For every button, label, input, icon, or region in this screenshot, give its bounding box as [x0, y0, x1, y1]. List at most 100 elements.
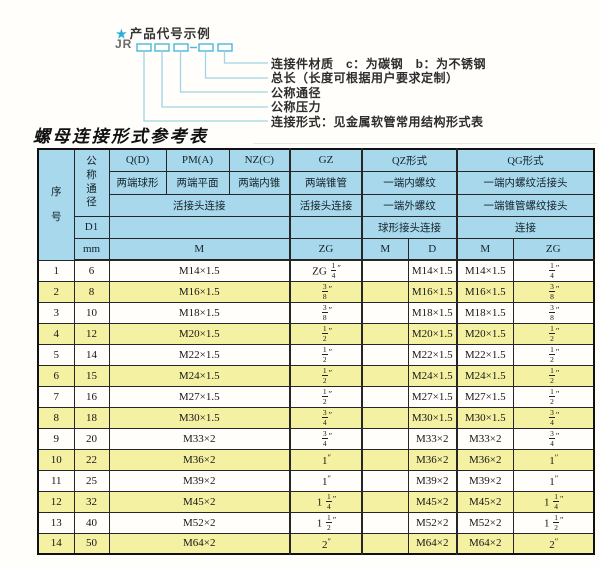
cell-qz-d: M18×1.5 [407, 301, 458, 324]
cell-qg-zg: 3 8 ″ [512, 301, 595, 324]
header-qg-desc2: 一端锥管螺纹接头 [456, 193, 595, 217]
header-zg1: ZG [289, 237, 363, 261]
cell-seq: 7 [37, 385, 75, 408]
cell-seq: 1 [37, 259, 75, 282]
cell-seq: 6 [37, 364, 75, 387]
cell-gz: 3 4 ″ [289, 427, 363, 450]
diagram-label-conn-form: 连接形式：见金属软管常用结构形式表 [271, 115, 484, 129]
cell-qz-d: M30×1.5 [407, 406, 458, 429]
cell-seq: 9 [37, 427, 75, 450]
cell-gz: 3 8 ″ [289, 280, 363, 303]
product-code-prefix: JR [115, 37, 133, 51]
diagram-label-pressure: 公称压力 [271, 100, 322, 114]
cell-m: M14×1.5 [108, 259, 291, 282]
table-row: 14 50 M64×2 2″ M64×2 M64×2 2″ [37, 532, 595, 555]
cell-gz: 1 2 ″ [289, 385, 363, 408]
reference-table: 序号 公称通径 Q(D) PM(A) NZ(C) GZ QZ形式 QG形式 两端… [37, 148, 596, 555]
header-qg: QG形式 [456, 148, 595, 172]
cell-qg-zg: 1″ [512, 448, 595, 471]
diagram-label-length: 总长（长度可根据用户要求定制） [271, 71, 459, 85]
cell-gz: ZG 1 4 ″ [289, 259, 363, 282]
cell-qz-d: M33×2 [407, 427, 458, 450]
cell-seq: 12 [37, 490, 75, 513]
cell-qz-d: M20×1.5 [407, 322, 458, 345]
cell-qz-d: M64×2 [407, 532, 458, 555]
cell-qz-d: M14×1.5 [407, 259, 458, 282]
cell-qz-m [361, 427, 409, 450]
cell-qg-m: M16×1.5 [456, 280, 514, 303]
cell-qg-m: M39×2 [456, 469, 514, 492]
cell-qg-m: M52×2 [456, 511, 514, 534]
cell-m: M45×2 [108, 490, 291, 513]
cell-qz-d: M52×2 [407, 511, 458, 534]
cell-dn: 22 [73, 448, 110, 471]
cell-qz-m [361, 406, 409, 429]
table-row: 1 6 M14×1.5 ZG 1 4 ″ M14×1.5 M14×1.5 1 4 ″ [37, 259, 595, 282]
header-gz: GZ [289, 148, 363, 172]
cell-qz-d: M27×1.5 [407, 385, 458, 408]
cell-seq: 13 [37, 511, 75, 534]
header-gz-conn: 活接头连接 [289, 193, 363, 217]
header-pm-desc: 两端平面 [165, 170, 230, 195]
code-box [173, 43, 189, 52]
cell-qg-m: M36×2 [456, 448, 514, 471]
cell-dn: 6 [73, 259, 110, 282]
header-blank-gz [289, 215, 363, 239]
cell-qz-m [361, 364, 409, 387]
table-row: 8 18 M30×1.5 3 4 ″ M30×1.5 M30×1.5 3 4 ″ [37, 406, 595, 429]
cell-qz-d: M39×2 [407, 469, 458, 492]
cell-dn: 16 [73, 385, 110, 408]
cell-seq: 2 [37, 280, 75, 303]
cell-qg-zg: 2″ [512, 532, 595, 555]
cell-gz: 1 2 ″ [289, 322, 363, 345]
cell-seq: 8 [37, 406, 75, 429]
table-row: 4 12 M20×1.5 1 2 ″ M20×1.5 M20×1.5 1 2 ″ [37, 322, 595, 345]
cell-gz: 1 1 2 ″ [289, 511, 363, 534]
cell-gz: 3 4 ″ [289, 406, 363, 429]
header-qg-conn: 连接 [456, 215, 595, 239]
table-row: 5 14 M22×1.5 1 2 ″ M22×1.5 M22×1.5 1 2 ″ [37, 343, 595, 366]
cell-gz: 1 2 ″ [289, 364, 363, 387]
cell-qg-zg: 1 1 2 ″ [512, 511, 595, 534]
cell-qg-zg: 3 4 ″ [512, 406, 595, 429]
product-code-heading-text: 产品代号示例 [129, 27, 211, 41]
header-d1: D1 [73, 215, 110, 239]
cell-qz-d: M24×1.5 [407, 364, 458, 387]
diagram-label-material: 连接件材质 c：为碳钢 b：为不锈钢 [271, 57, 487, 71]
cell-qz-m [361, 259, 409, 282]
header-qz-conn: 球形接头连接 [361, 215, 458, 239]
header-unit: mm [73, 237, 110, 261]
cell-qz-d: M36×2 [407, 448, 458, 471]
cell-dn: 20 [73, 427, 110, 450]
cell-qg-m: M20×1.5 [456, 322, 514, 345]
cell-qz-d: M45×2 [407, 490, 458, 513]
cell-dn: 8 [73, 280, 110, 303]
cell-qz-m [361, 469, 409, 492]
cell-dn: 15 [73, 364, 110, 387]
cell-qg-m: M45×2 [456, 490, 514, 513]
cell-m: M18×1.5 [108, 301, 291, 324]
cell-m: M27×1.5 [108, 385, 291, 408]
cell-qz-m [361, 490, 409, 513]
cell-qg-m: M22×1.5 [456, 343, 514, 366]
code-box [198, 43, 214, 52]
page-title: 螺母连接形式参考表 [33, 127, 209, 146]
code-box [217, 43, 233, 52]
header-m1: M [108, 237, 291, 261]
cell-gz: 1 1 4 ″ [289, 490, 363, 513]
header-m2: M [361, 237, 409, 261]
header-qz: QZ形式 [361, 148, 458, 172]
header-nz: NZ(C) [228, 148, 291, 172]
cell-m: M36×2 [108, 448, 291, 471]
